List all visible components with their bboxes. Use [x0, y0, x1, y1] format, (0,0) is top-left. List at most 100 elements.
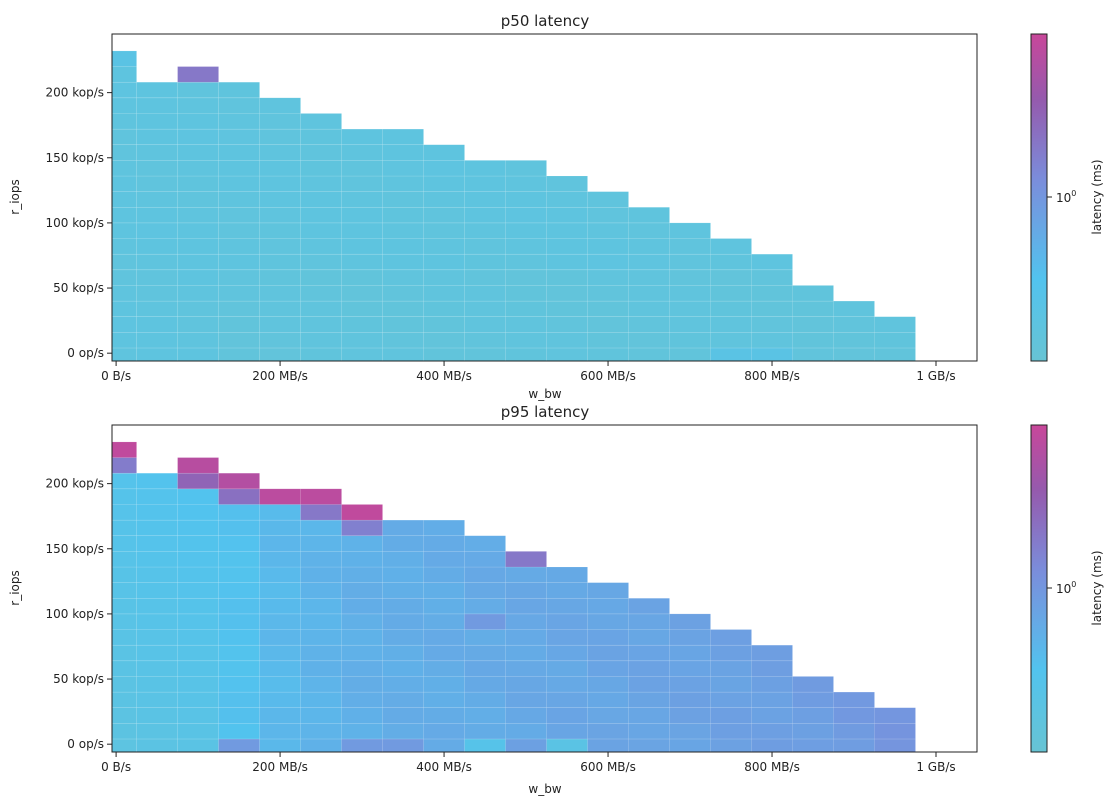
heatmap-cell [587, 629, 629, 646]
p50-x-axis-ticks: 0 B/s 200 MB/s 400 MB/s 600 MB/s 800 MB/s 1 G… [101, 361, 956, 383]
heatmap-cell [792, 723, 834, 740]
heatmap-cell [136, 347, 178, 362]
heatmap-cell [628, 723, 670, 740]
heatmap-cell [628, 676, 670, 693]
heatmap-cell [423, 551, 465, 568]
heatmap-cell [218, 253, 260, 271]
heatmap-cell [218, 144, 260, 161]
heatmap-cell [341, 566, 383, 583]
y-tick-label: 0 op/s [67, 737, 104, 751]
heatmap-cell [341, 613, 383, 630]
heatmap-cell [177, 316, 219, 333]
heatmap-cell [710, 660, 752, 677]
heatmap-cell [505, 332, 547, 349]
heatmap-cell [300, 238, 342, 255]
heatmap-cell [423, 285, 465, 302]
heatmap-cell [423, 535, 465, 552]
heatmap-cell [505, 597, 547, 615]
heatmap-cell [218, 629, 260, 646]
heatmap-cell [751, 300, 793, 318]
heatmap-cell [382, 206, 424, 224]
heatmap-cell [177, 660, 219, 677]
p95-colorbar-tick-label: 100 [1056, 580, 1076, 596]
heatmap-cell [587, 676, 629, 693]
heatmap-cell [136, 175, 178, 192]
y-tick-label: 100 kop/s [46, 607, 105, 621]
heatmap-cell [111, 676, 137, 693]
heatmap-cell [423, 160, 465, 177]
heatmap-cell [546, 332, 588, 349]
heatmap-cell [628, 316, 670, 333]
heatmap-cell [833, 332, 875, 349]
heatmap-cell [300, 488, 342, 505]
heatmap-cell [218, 332, 260, 349]
heatmap-cell [505, 566, 547, 583]
heatmap-cell [382, 238, 424, 255]
heatmap-cell [136, 723, 178, 740]
heatmap-cell [382, 222, 424, 239]
heatmap-cell [382, 707, 424, 724]
p95-y-axis-ticks: 0 op/s 50 kop/s 100 kop/s 150 kop/s 200 kop/… [46, 477, 112, 751]
heatmap-cell [464, 285, 506, 302]
heatmap-cell [259, 613, 301, 630]
heatmap-cell [136, 113, 178, 130]
heatmap-cell [505, 285, 547, 302]
heatmap-cell [259, 535, 301, 552]
y-tick-label: 200 kop/s [46, 86, 105, 100]
heatmap-cell [300, 519, 342, 537]
heatmap-cell [792, 332, 834, 349]
heatmap-cell [341, 519, 383, 537]
heatmap-cell [177, 676, 219, 693]
heatmap-cell [751, 269, 793, 286]
heatmap-cell [300, 660, 342, 677]
heatmap-cell [669, 300, 711, 318]
heatmap-cell [177, 285, 219, 302]
heatmap-cell [505, 629, 547, 646]
heatmap-cell [136, 613, 178, 630]
p95-colorbar: 100 latency (ms) [1030, 424, 1104, 753]
heatmap-cell [669, 723, 711, 740]
heatmap-cell [464, 269, 506, 286]
heatmap-cell [464, 160, 506, 177]
heatmap-cell [341, 347, 383, 362]
heatmap-cell [710, 300, 752, 318]
heatmap-cell [300, 160, 342, 177]
heatmap-cell [505, 347, 547, 362]
heatmap-cell [177, 535, 219, 552]
heatmap-cell [628, 644, 670, 662]
heatmap-cell [300, 676, 342, 693]
heatmap-cell [382, 738, 424, 753]
heatmap-cell [259, 269, 301, 286]
heatmap-cell [710, 707, 752, 724]
heatmap-cell [300, 144, 342, 161]
p95-plot-frame [111, 424, 978, 753]
heatmap-cell [341, 253, 383, 271]
heatmap-cell [177, 566, 219, 583]
heatmap-cell [669, 316, 711, 333]
heatmap-cell [300, 128, 342, 146]
heatmap-cell [546, 597, 588, 615]
heatmap-cell [111, 629, 137, 646]
heatmap-cell [341, 160, 383, 177]
heatmap-cell [464, 238, 506, 255]
heatmap-cell [259, 332, 301, 349]
heatmap-cell [218, 97, 260, 114]
heatmap-cell [423, 707, 465, 724]
heatmap-cell [177, 707, 219, 724]
heatmap-cell [341, 660, 383, 677]
heatmap-cell [259, 707, 301, 724]
heatmap-cell [587, 206, 629, 224]
heatmap-cell [792, 300, 834, 318]
heatmap-cell [300, 644, 342, 662]
heatmap-cell [464, 206, 506, 224]
heatmap-cell [669, 691, 711, 709]
heatmap-cell [218, 300, 260, 318]
heatmap-cell [669, 738, 711, 753]
heatmap-cell [505, 551, 547, 568]
heatmap-cell [136, 316, 178, 333]
heatmap-cell [111, 457, 137, 474]
heatmap-cell [111, 347, 137, 362]
heatmap-cell [587, 723, 629, 740]
heatmap-cell [177, 723, 219, 740]
heatmap-cell [751, 676, 793, 693]
